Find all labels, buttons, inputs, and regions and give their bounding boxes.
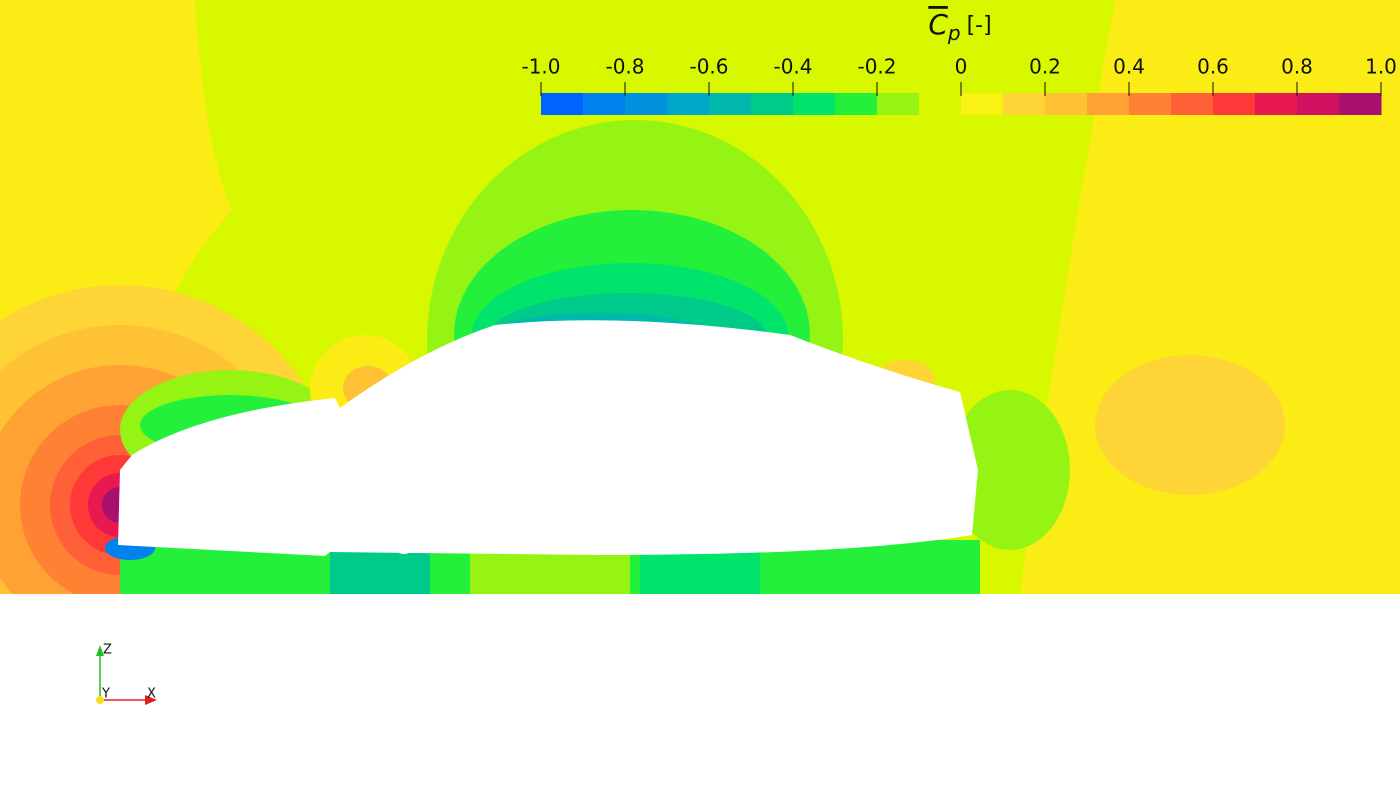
subscript: p [947, 21, 961, 45]
axis-x: X [147, 687, 156, 702]
car-body [118, 320, 978, 556]
color-band [541, 93, 584, 115]
color-band [1087, 93, 1130, 115]
color-band [835, 93, 878, 115]
color-band [583, 93, 626, 115]
color-band [1003, 93, 1046, 115]
color-band [1129, 93, 1172, 115]
color-band [919, 93, 962, 115]
tick-label: 1.0 [1365, 55, 1397, 79]
color-band [1171, 93, 1214, 115]
color-band [793, 93, 836, 115]
color-band [1297, 93, 1340, 115]
tick-label: 0.2 [1029, 55, 1061, 79]
axis-y: Y [101, 687, 110, 702]
color-band [751, 93, 794, 115]
color-band [1045, 93, 1088, 115]
tick-label: 0.8 [1281, 55, 1313, 79]
symbol: C [928, 8, 948, 41]
tick-label: -0.2 [857, 55, 896, 79]
tick-label: 0.4 [1113, 55, 1145, 79]
color-band [1255, 93, 1298, 115]
tick-label: 0 [955, 55, 968, 79]
axis-z: Z [103, 643, 112, 658]
color-band [1339, 93, 1382, 115]
tick-label: -0.4 [773, 55, 812, 79]
color-band [961, 93, 1004, 115]
unit: [-] [967, 13, 992, 38]
color-band [1213, 93, 1256, 115]
tick-label: -0.6 [689, 55, 728, 79]
tick-label: -1.0 [521, 55, 560, 79]
colorbar: Cp [-] -1.0 -0.8 -0.6 -0.4 -0.2 0 0.2 0.4 0.6 0.8 1… [521, 8, 1397, 115]
color-band [709, 93, 752, 115]
color-band [625, 93, 668, 115]
tick-label: 0.6 [1197, 55, 1229, 79]
color-band [877, 93, 920, 115]
axes-triad: Z Y X [96, 643, 157, 705]
colorbar-title: Cp [-] [928, 8, 991, 45]
color-band [667, 93, 710, 115]
tick-label: -0.8 [605, 55, 644, 79]
